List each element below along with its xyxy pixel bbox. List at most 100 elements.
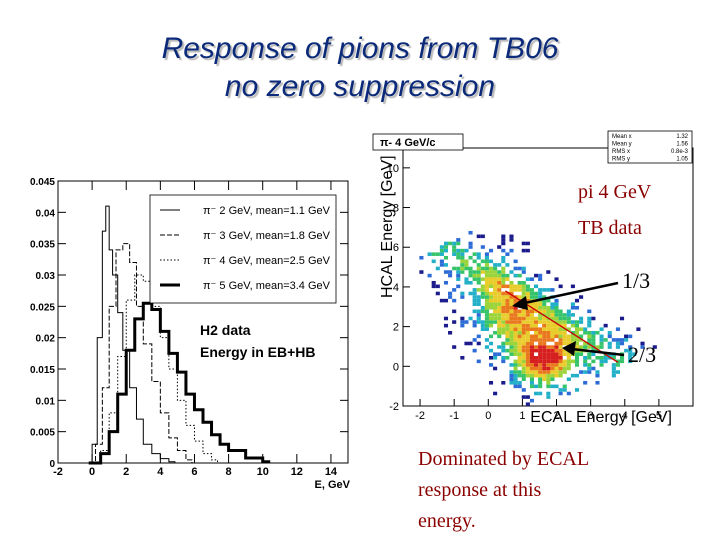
density-cell bbox=[443, 245, 449, 249]
density-cell bbox=[562, 384, 567, 389]
density-cell bbox=[566, 341, 571, 346]
x-tick-label: 0 bbox=[89, 466, 95, 478]
density-cell bbox=[513, 309, 518, 314]
density-cell bbox=[566, 352, 571, 356]
density-cell bbox=[484, 316, 489, 321]
y-tick-label: 4 bbox=[393, 282, 399, 294]
density-cell bbox=[550, 309, 555, 314]
density-cell bbox=[468, 280, 473, 285]
stat-value: 1.05 bbox=[676, 157, 688, 163]
density-cell bbox=[554, 363, 559, 367]
density-cell bbox=[587, 320, 592, 324]
density-cell bbox=[546, 330, 551, 335]
density-cell bbox=[476, 234, 481, 239]
x-tick-label: 2 bbox=[553, 410, 559, 422]
density-cell bbox=[484, 266, 489, 271]
density-cell bbox=[521, 341, 526, 346]
density-cell bbox=[550, 366, 555, 371]
density-cell bbox=[525, 248, 530, 253]
density-cell bbox=[587, 334, 592, 339]
density-cell bbox=[529, 348, 535, 353]
density-cell bbox=[554, 330, 559, 335]
density-cell bbox=[566, 366, 571, 371]
density-cell bbox=[509, 338, 514, 342]
density-cell bbox=[525, 330, 530, 335]
density-cell bbox=[550, 323, 555, 328]
density-cell bbox=[534, 305, 539, 310]
density-cell bbox=[460, 266, 465, 271]
density-cell bbox=[538, 305, 543, 310]
density-cell bbox=[574, 338, 580, 342]
density-cell bbox=[529, 320, 535, 324]
density-cell bbox=[517, 355, 522, 360]
density-cell bbox=[439, 263, 444, 267]
density-cell bbox=[521, 330, 526, 335]
density-cell bbox=[554, 316, 559, 321]
density-cell bbox=[484, 288, 489, 292]
density-cell bbox=[472, 348, 477, 353]
density-cell bbox=[534, 334, 539, 339]
density-cell bbox=[488, 313, 494, 317]
density-cell bbox=[554, 384, 559, 389]
density-cell bbox=[534, 291, 539, 296]
density-cell bbox=[574, 388, 580, 392]
density-cell bbox=[468, 266, 473, 271]
density-cell bbox=[558, 330, 563, 335]
density-cell bbox=[456, 248, 461, 253]
density-cell bbox=[574, 352, 580, 356]
density-cell bbox=[488, 273, 494, 278]
density-cell bbox=[546, 391, 551, 396]
density-cell bbox=[554, 345, 559, 349]
density-cell bbox=[460, 316, 465, 321]
density-cell bbox=[529, 373, 535, 378]
density-cell bbox=[574, 359, 580, 364]
density-cell bbox=[501, 355, 506, 360]
y-axis-label: HCAL Energy [GeV] bbox=[379, 155, 396, 298]
density-cell bbox=[529, 309, 535, 314]
density-cell bbox=[554, 302, 559, 306]
density-cell bbox=[488, 348, 494, 353]
density-cell bbox=[611, 338, 616, 342]
density-cell bbox=[484, 284, 489, 289]
density-cell bbox=[521, 363, 526, 367]
density-cell bbox=[591, 359, 596, 364]
density-cell bbox=[521, 316, 526, 321]
density-cell bbox=[521, 320, 526, 324]
density-cell bbox=[538, 380, 543, 385]
density-cell bbox=[558, 348, 563, 353]
density-cell bbox=[452, 248, 457, 253]
density-cell bbox=[480, 327, 485, 331]
density-cell bbox=[484, 270, 489, 274]
density-cell bbox=[550, 305, 555, 310]
x-tick-label: 1 bbox=[519, 410, 525, 422]
density-cell bbox=[452, 345, 457, 349]
density-cell bbox=[558, 327, 563, 331]
density-cell bbox=[472, 252, 477, 256]
density-cell bbox=[525, 348, 530, 353]
density-cell bbox=[505, 313, 510, 317]
density-cell bbox=[558, 320, 563, 324]
density-cell bbox=[529, 327, 535, 331]
density-cell bbox=[521, 388, 526, 392]
density-cell bbox=[550, 316, 555, 321]
density-cell bbox=[529, 302, 535, 306]
density-cell bbox=[542, 330, 547, 335]
density-cell bbox=[513, 316, 518, 321]
density-cell bbox=[505, 309, 510, 314]
density-cell bbox=[509, 320, 514, 324]
density-cell bbox=[558, 370, 563, 374]
density-cell bbox=[484, 291, 489, 296]
density-cell bbox=[628, 334, 633, 339]
density-cell bbox=[517, 309, 522, 314]
density-cell bbox=[562, 320, 567, 324]
density-cell bbox=[517, 330, 522, 335]
density-cell bbox=[599, 327, 604, 331]
density-cell bbox=[505, 295, 510, 299]
legend-item-4gev: π⁻ 4 GeV, mean=2.5 GeV bbox=[203, 255, 331, 267]
density-cell bbox=[534, 363, 539, 367]
density-cell bbox=[558, 359, 563, 364]
x-tick-label: 12 bbox=[291, 466, 303, 478]
density-cell bbox=[554, 277, 559, 281]
density-cell bbox=[550, 363, 555, 367]
density-cell bbox=[550, 377, 555, 381]
